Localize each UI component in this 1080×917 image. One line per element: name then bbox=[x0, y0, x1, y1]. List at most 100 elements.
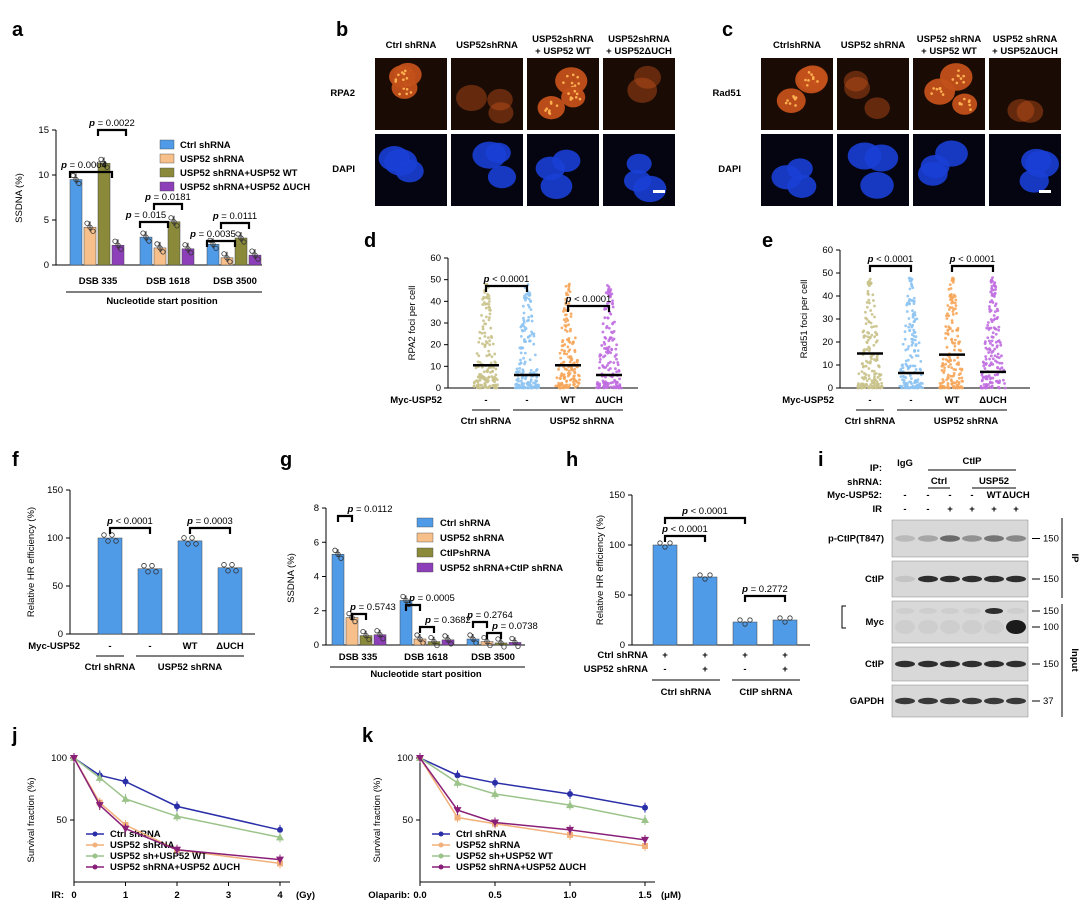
panel-c-data-point bbox=[523, 298, 527, 302]
panel-c-data-point bbox=[565, 352, 569, 356]
panel-e-data-point bbox=[868, 301, 871, 305]
panel-e-category-label: - bbox=[868, 395, 871, 406]
panel-e-data-point bbox=[960, 379, 964, 383]
panel-a-data-point bbox=[160, 249, 166, 255]
panel-e-data-point bbox=[867, 320, 871, 324]
panel-g-y-tick-label: 8 bbox=[314, 503, 319, 514]
panel-e-data-point bbox=[879, 373, 883, 377]
panel-g-data-point bbox=[332, 547, 338, 553]
panel-b-focus-dot bbox=[402, 72, 406, 76]
panel-i-band bbox=[984, 575, 1004, 583]
panel-a-bar bbox=[167, 221, 181, 266]
panel-e-data-point bbox=[901, 366, 905, 370]
panel-g-significance-bracket bbox=[471, 620, 489, 628]
panel-a-x-axis-title: Nucleotide start position bbox=[106, 296, 218, 307]
panel-c-data-point bbox=[598, 386, 602, 390]
panel-e-data-point bbox=[955, 311, 958, 315]
panel-e-data-point bbox=[941, 378, 945, 381]
panel-a-data-point bbox=[227, 259, 233, 265]
panel-c-data-point bbox=[561, 340, 564, 344]
panel-c-data-point bbox=[562, 307, 566, 310]
panel-e-data-point bbox=[869, 383, 873, 386]
panel-c-data-point bbox=[496, 383, 499, 387]
panel-e-data-point bbox=[944, 336, 947, 340]
panel-c-data-point bbox=[606, 290, 610, 294]
panel-j-data-point bbox=[95, 802, 104, 810]
panel-e-data-point bbox=[953, 338, 957, 342]
panel-c-data-point bbox=[609, 360, 612, 364]
panel-c-data-point bbox=[615, 370, 618, 374]
panel-a-data-point bbox=[221, 251, 227, 257]
panel-c-data-point bbox=[564, 383, 568, 387]
panel-c-data-point bbox=[603, 354, 607, 358]
panel-e-data-point bbox=[910, 284, 914, 287]
panel-e-data-point bbox=[914, 343, 918, 346]
panel-label-k: k bbox=[362, 725, 374, 747]
panel-c-data-point bbox=[576, 384, 580, 388]
panel-j-legend-entry: USP52 sh+USP52 WT bbox=[110, 851, 207, 862]
panel-a-legend-swatch bbox=[159, 181, 175, 192]
panel-i-blot-label: GAPDH bbox=[850, 696, 884, 707]
panel-d-focus-dot bbox=[930, 92, 933, 95]
panel-c-data-point bbox=[608, 336, 612, 340]
panel-c-data-point bbox=[521, 368, 525, 372]
panel-f-y-axis-title: Relative HR efficiency (%) bbox=[26, 507, 37, 617]
panel-c-data-point bbox=[603, 382, 607, 386]
panel-e-data-point bbox=[948, 283, 952, 287]
panel-d-focus-dot bbox=[810, 73, 813, 76]
panel-e-data-point bbox=[904, 348, 908, 352]
panel-c-data-point bbox=[487, 318, 491, 322]
panel-e-data-point bbox=[989, 361, 993, 365]
panel-a-legend-swatch bbox=[159, 153, 175, 164]
panel-i-band bbox=[895, 620, 915, 634]
panel-e-data-point bbox=[989, 278, 993, 282]
panel-c-data-point bbox=[570, 377, 574, 381]
panel-g-legend-entry: CtIPshRNA bbox=[440, 548, 491, 559]
panel-c-data-point bbox=[615, 357, 618, 361]
panel-c-data-point bbox=[484, 322, 488, 326]
panel-f-bar bbox=[137, 568, 163, 635]
panel-c-data-point bbox=[481, 374, 485, 378]
panel-e-data-point bbox=[984, 355, 988, 358]
panel-b-column-label: Ctrl shRNA bbox=[386, 40, 437, 51]
panel-h-y-tick-label: 150 bbox=[609, 490, 625, 501]
panel-c-data-point bbox=[601, 322, 605, 326]
panel-k-data-point bbox=[453, 778, 462, 786]
panel-c-data-point bbox=[478, 336, 482, 340]
panel-e-data-point bbox=[957, 361, 960, 365]
panel-i-band bbox=[941, 608, 959, 614]
panel-e-data-point bbox=[915, 317, 919, 321]
panel-d-focus-dot bbox=[792, 94, 795, 98]
panel-c-group-label: Ctrl shRNA bbox=[461, 416, 512, 427]
panel-d-nucleus-dapi bbox=[1021, 148, 1052, 174]
panel-i-ip-value: IgG bbox=[897, 458, 913, 469]
panel-g-significance-bracket bbox=[336, 514, 354, 522]
panel-e-data-point bbox=[990, 284, 994, 288]
panel-i-band bbox=[918, 697, 938, 705]
panel-g-data-point bbox=[445, 637, 451, 643]
panel-i-band bbox=[940, 697, 960, 705]
panel-i-band bbox=[1007, 608, 1025, 614]
panel-c-data-point bbox=[604, 366, 608, 369]
panel-c-data-point bbox=[557, 368, 560, 371]
panel-a-data-point bbox=[112, 238, 118, 244]
panel-k-data-point bbox=[454, 772, 461, 779]
panel-h-significance-bracket bbox=[743, 594, 787, 602]
panel-j-x-prefix: IR: bbox=[51, 890, 64, 901]
panel-c-data-point bbox=[485, 315, 488, 319]
panel-e-data-point bbox=[989, 318, 993, 321]
panel-b-focus-dot bbox=[578, 97, 582, 101]
panel-e-data-point bbox=[948, 355, 952, 359]
panel-g-data-point bbox=[509, 635, 515, 642]
panel-c-data-point bbox=[568, 290, 572, 294]
panel-e-data-point bbox=[869, 309, 873, 312]
panel-b-row-label: DAPI bbox=[332, 164, 355, 175]
panel-c-data-point bbox=[557, 381, 561, 385]
panel-c-data-point bbox=[528, 358, 532, 362]
panel-d-focus-dot bbox=[956, 74, 960, 77]
panel-e-data-point bbox=[946, 328, 950, 332]
panel-e-data-point bbox=[911, 286, 915, 290]
panel-g-category-label: DSB 1618 bbox=[404, 652, 448, 663]
panel-f-data-point bbox=[189, 535, 195, 541]
panel-c-data-point bbox=[478, 361, 482, 364]
